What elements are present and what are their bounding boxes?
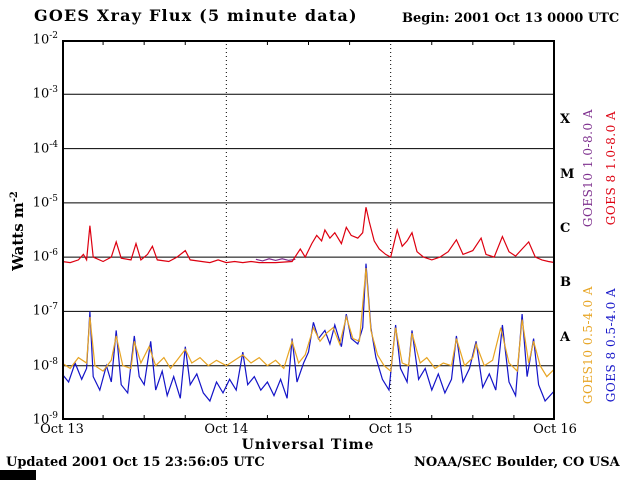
x-tick-label: Oct 16 [533,422,577,437]
y-tick-label: 10-9 [32,411,58,428]
legend-goes8-short: GOES 8 0.5-4.0 A [604,287,618,403]
flare-class-label-x: X [560,112,571,128]
plot-frame [62,40,555,420]
y-axis-label: Watts m-2 [9,191,27,271]
begin-timestamp: Begin: 2001 Oct 13 0000 UTC [402,11,620,26]
y-tick-label: 10-7 [32,302,58,319]
series-goes10-1-0-8-0-a [255,258,296,262]
updated-timestamp: Updated 2001 Oct 15 23:56:05 UTC [6,455,265,470]
x-tick-label: Oct 13 [40,422,84,437]
series-goes-8-1-0-8-0-a [62,207,555,264]
flare-class-label-m: M [560,166,575,182]
bottom-left-black-bar [0,470,36,480]
y-tick-label: 10-3 [32,85,58,102]
flare-class-label-a: A [560,329,571,345]
flare-class-label-b: B [560,275,571,291]
plot-area [62,40,555,420]
y-tick-label: 10-8 [32,356,58,374]
x-axis-label: Universal Time [241,437,375,453]
y-tick-label: 10-6 [32,248,58,265]
legend-goes8-long: GOES 8 1.0-8.0 A [604,110,618,226]
legend-goes10-long: GOES10 1.0-8.0 A [581,108,595,228]
series-goes10-0-5-4-0-a [62,267,555,378]
x-tick-label: Oct 15 [368,422,413,437]
organization-label: NOAA/SEC Boulder, CO USA [414,455,620,470]
page-title: GOES Xray Flux (5 minute data) [34,6,358,25]
flare-class-label-c: C [560,221,571,236]
y-tick-label: 10-5 [32,193,58,211]
x-tick-label: Oct 14 [204,422,249,437]
legend-goes10-short: GOES10 0.5-4.0 A [581,285,595,405]
xray-flux-chart [62,40,555,420]
y-tick-label: 10-2 [32,31,58,48]
y-tick-label: 10-4 [32,139,58,156]
series-goes-8-0-5-4-0-a [62,263,555,403]
